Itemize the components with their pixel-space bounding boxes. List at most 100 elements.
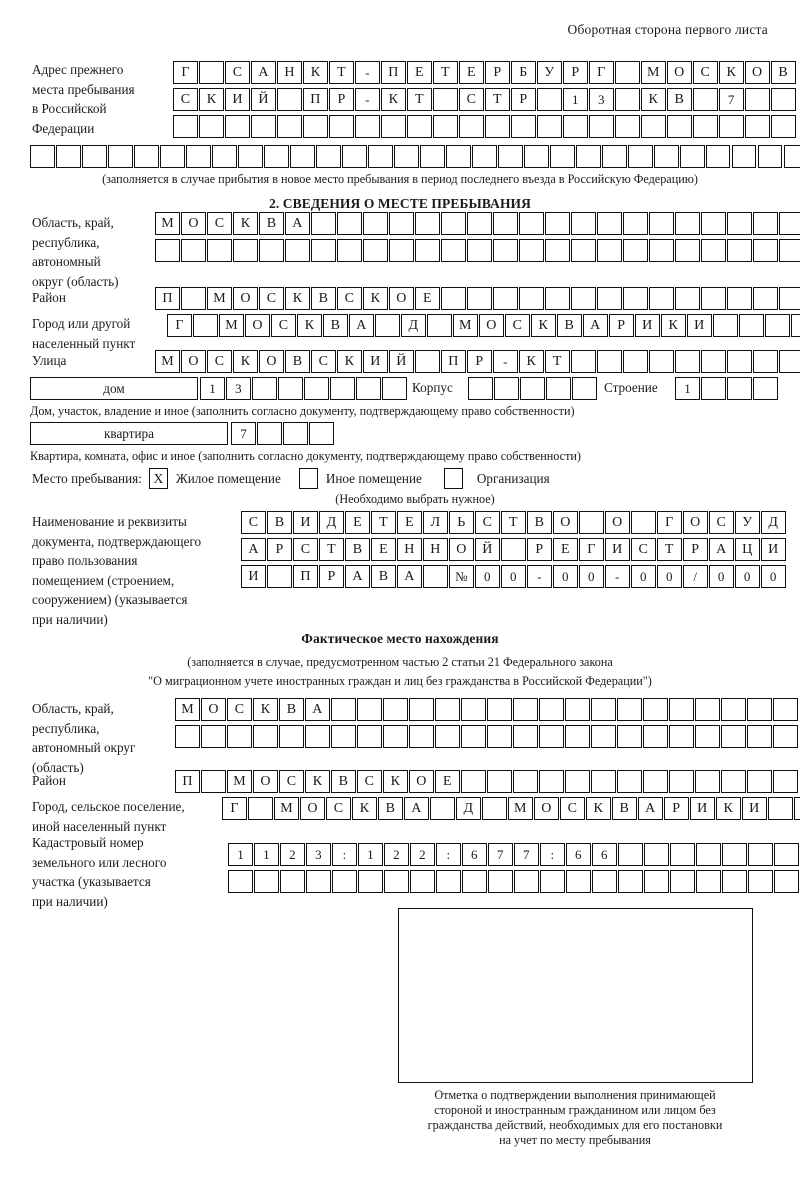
prev-address-row-1-cell-15[interactable]: У (536, 61, 562, 84)
al-region-row-1-cell-2[interactable]: О (200, 698, 226, 721)
prev-address-row-1-cell-24[interactable]: В (770, 61, 796, 84)
s2-district-row-cell-24[interactable] (752, 287, 778, 310)
al-district-row-cell-8[interactable]: С (356, 770, 382, 793)
prev-address-row-2-cell-12[interactable]: С (458, 88, 484, 111)
s2-region-row-1-cell-12[interactable] (440, 212, 466, 235)
al-region-row-1-cell-20[interactable] (668, 698, 694, 721)
korpus-cells-cell-3[interactable] (519, 377, 545, 400)
korpus-cells-cell-1[interactable] (468, 377, 493, 400)
stay-type-checkbox-residential[interactable]: Х (148, 468, 168, 489)
prev-address-row-3-cell-23[interactable] (744, 115, 770, 138)
prev-address-row-1-cell-22[interactable]: К (718, 61, 744, 84)
document-row-3-cell-12[interactable]: - (526, 565, 552, 588)
document-row-2-cell-16[interactable]: С (630, 538, 656, 561)
al-region-row-2-cell-15[interactable] (538, 725, 564, 748)
al-city-row-cell-6[interactable]: К (351, 797, 377, 820)
document-row-1-cell-5[interactable]: Е (344, 511, 370, 534)
prev-address-row-3-cell-12[interactable] (458, 115, 484, 138)
s2-region-row-2-cell-1[interactable] (155, 239, 180, 262)
prev-address-row-3-cell-13[interactable] (484, 115, 510, 138)
document-row-3-cell-16[interactable]: 0 (630, 565, 656, 588)
s2-street-row-cell-24[interactable] (752, 350, 778, 373)
s2-street-row-cell-10[interactable]: Й (388, 350, 414, 373)
s2-region-row-2-cell-14[interactable] (492, 239, 518, 262)
document-row-1-cell-12[interactable]: В (526, 511, 552, 534)
prev-address-row-2-cell-24[interactable] (770, 88, 796, 111)
prev-address-row-4-cell-27[interactable] (705, 145, 731, 168)
al-region-row-1-cell-12[interactable] (460, 698, 486, 721)
prev-address-row-4-cell-14[interactable] (367, 145, 393, 168)
al-city-row-cell-11[interactable] (481, 797, 507, 820)
prev-address-row-1-cell-21[interactable]: С (692, 61, 718, 84)
prev-address-row-1-cell-13[interactable]: Р (484, 61, 510, 84)
s2-district-row-cell-8[interactable]: С (336, 287, 362, 310)
s2-region-row-2[interactable] (155, 239, 800, 262)
prev-address-row-2-cell-15[interactable] (536, 88, 562, 111)
al-region-row-2-cell-17[interactable] (590, 725, 616, 748)
s2-district-row-cell-2[interactable] (180, 287, 206, 310)
document-row-2-cell-7[interactable]: Н (396, 538, 422, 561)
al-district-row-cell-24[interactable] (772, 770, 798, 793)
al-cadastral-row-1-cell-13[interactable]: : (539, 843, 565, 866)
prev-address-row-2-cell-19[interactable]: К (640, 88, 666, 111)
s2-region-row-2-cell-4[interactable] (232, 239, 258, 262)
prev-address-row-2-cell-4[interactable]: Й (250, 88, 276, 111)
prev-address-row-3-cell-11[interactable] (432, 115, 458, 138)
al-city-row-cell-18[interactable]: Р (663, 797, 689, 820)
document-row-1-cell-9[interactable]: Ь (448, 511, 474, 534)
s2-city-row-cell-9[interactable] (374, 314, 400, 337)
prev-address-row-2-cell-10[interactable]: Т (406, 88, 432, 111)
al-region-row-2-cell-19[interactable] (642, 725, 668, 748)
document-row-3-cell-11[interactable]: 0 (500, 565, 526, 588)
document-row-2-cell-21[interactable]: И (760, 538, 786, 561)
stroenie-cells-cell-3[interactable] (726, 377, 752, 400)
al-district-row-cell-1[interactable]: П (175, 770, 200, 793)
s2-region-row-2-cell-16[interactable] (544, 239, 570, 262)
document-row-1-cell-6[interactable]: Т (370, 511, 396, 534)
s2-street-row-cell-18[interactable] (596, 350, 622, 373)
al-cadastral-row-2-cell-16[interactable] (617, 870, 643, 893)
document-row-3-cell-5[interactable]: А (344, 565, 370, 588)
house-cells-cell-3[interactable] (251, 377, 277, 400)
prev-address-row-2-cell-22[interactable]: 7 (718, 88, 744, 111)
prev-address-row-4[interactable] (30, 145, 800, 168)
al-city-row-cell-23[interactable] (793, 797, 800, 820)
prev-address-row-4-cell-29[interactable] (757, 145, 783, 168)
al-city-row-cell-15[interactable]: К (585, 797, 611, 820)
prev-address-row-1-cell-3[interactable]: С (224, 61, 250, 84)
prev-address-row-2-cell-17[interactable]: 3 (588, 88, 614, 111)
prev-address-row-4-cell-1[interactable] (30, 145, 55, 168)
al-district-row-cell-11[interactable]: Е (434, 770, 460, 793)
s2-city-row-cell-25[interactable] (790, 314, 800, 337)
document-row-1-cell-4[interactable]: Д (318, 511, 344, 534)
al-district-row-cell-17[interactable] (590, 770, 616, 793)
korpus-cells[interactable] (468, 377, 598, 400)
prev-address-row-1-cell-5[interactable]: Н (276, 61, 302, 84)
al-region-row-2-cell-9[interactable] (382, 725, 408, 748)
al-city-row-cell-22[interactable] (767, 797, 793, 820)
al-cadastral-row-1-cell-18[interactable] (669, 843, 695, 866)
prev-address-row-4-cell-13[interactable] (341, 145, 367, 168)
document-row-1-cell-2[interactable]: В (266, 511, 292, 534)
al-cadastral-row-2-cell-22[interactable] (773, 870, 799, 893)
prev-address-row-1-cell-8[interactable]: - (354, 61, 380, 84)
document-row-2-cell-18[interactable]: Р (682, 538, 708, 561)
s2-region-row-2-cell-7[interactable] (310, 239, 336, 262)
confirmation-mark-box[interactable] (398, 908, 753, 1083)
s2-city-row-cell-6[interactable]: К (296, 314, 322, 337)
prev-address-row-1-cell-4[interactable]: А (250, 61, 276, 84)
document-row-3-cell-1[interactable]: И (241, 565, 266, 588)
prev-address-row-4-cell-18[interactable] (471, 145, 497, 168)
prev-address-row-4-cell-4[interactable] (107, 145, 133, 168)
document-row-1-cell-21[interactable]: Д (760, 511, 786, 534)
al-cadastral-row-1-cell-2[interactable]: 1 (253, 843, 279, 866)
prev-address-row-4-cell-3[interactable] (81, 145, 107, 168)
al-cadastral-row-1-cell-11[interactable]: 7 (487, 843, 513, 866)
document-row-3-cell-19[interactable]: 0 (708, 565, 734, 588)
korpus-cells-cell-2[interactable] (493, 377, 519, 400)
al-region-row-2-cell-5[interactable] (278, 725, 304, 748)
al-cadastral-row-1-cell-1[interactable]: 1 (228, 843, 253, 866)
